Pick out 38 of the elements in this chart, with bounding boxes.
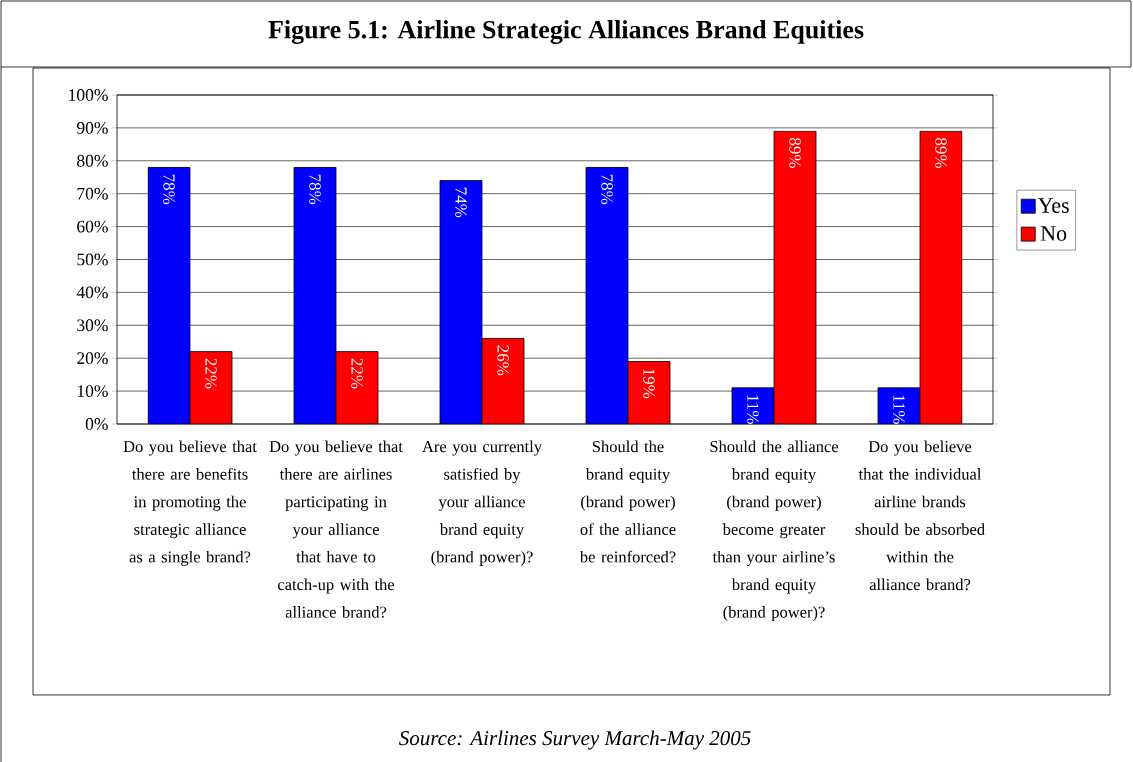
bar xyxy=(919,130,963,424)
bar xyxy=(481,338,525,424)
data-label: 89% xyxy=(935,138,947,168)
y-tick-label: 0% xyxy=(85,418,108,430)
data-label: 74% xyxy=(455,187,467,218)
bar xyxy=(335,351,379,424)
x-tick-label: Do you believe that there are airlines participating in your alliance that have to catch-up with the alliance brand? xyxy=(269,440,403,618)
source-note: Source: Airlines Survey March-May 2005 xyxy=(399,730,751,750)
x-tick-label: Do you believe that the individual airline brands should be absorbed within the alliance brand? xyxy=(855,440,985,591)
y-tick-label: 100% xyxy=(69,89,108,101)
bar xyxy=(189,351,233,424)
y-tick-label: 50% xyxy=(77,253,108,266)
y-tick-label: 70% xyxy=(77,187,108,200)
bar xyxy=(773,130,817,424)
y-tick-label: 30% xyxy=(77,319,108,332)
legend-label: Yes xyxy=(1037,198,1069,213)
data-label: 22% xyxy=(351,358,363,389)
data-label: 78% xyxy=(309,174,321,205)
y-tick-label: 60% xyxy=(77,220,108,233)
data-label: 22% xyxy=(205,358,217,389)
data-label: 89% xyxy=(789,138,801,168)
x-tick-label: Do you believe that there are benefits in promoting the strategic alliance as a single brand? xyxy=(123,440,257,566)
x-tick-label: Are you currently satisfied by your alliance brand equity (brand power)? xyxy=(422,440,542,566)
data-label: 11% xyxy=(747,395,759,424)
data-label: 78% xyxy=(163,174,175,205)
data-label: 11% xyxy=(893,395,905,424)
data-label: 78% xyxy=(601,174,613,205)
chart-title: Figure 5.1: Airline Strategic Alliances Brand Equities xyxy=(268,20,864,44)
y-tick-label: 10% xyxy=(77,385,108,398)
legend-label: No xyxy=(1040,226,1067,241)
y-tick-label: 40% xyxy=(76,286,108,299)
data-label: 19% xyxy=(643,369,655,399)
y-tick-label: 90% xyxy=(76,121,108,134)
y-tick-label: 80% xyxy=(77,154,108,167)
y-tick-label: 20% xyxy=(77,352,108,365)
x-tick-label: Should the brand equity (brand power) of the alliance be reinforced? xyxy=(579,440,676,563)
data-label: 26% xyxy=(497,345,509,376)
x-tick-label: Should the alliance brand equity (brand power) become greater than your airline’s brand equity (brand power)? xyxy=(710,440,839,622)
